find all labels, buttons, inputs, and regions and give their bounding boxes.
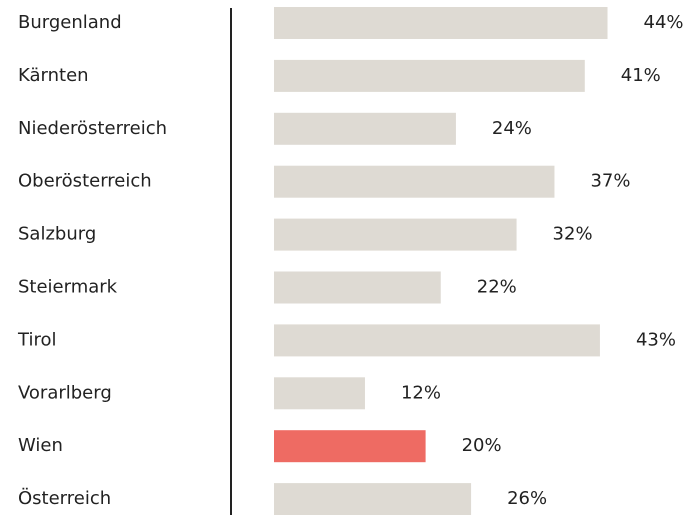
category-label: Kärnten: [18, 65, 89, 86]
bar: [274, 165, 555, 198]
value-label: 43%: [636, 329, 676, 350]
value-label: 12%: [401, 382, 441, 403]
value-label: 20%: [462, 435, 502, 456]
category-label: Österreich: [18, 487, 111, 509]
category-label: Niederösterreich: [18, 118, 167, 139]
value-label: 32%: [553, 224, 593, 245]
bar: [274, 218, 517, 251]
category-label: Steiermark: [18, 277, 118, 298]
bar: [274, 430, 426, 463]
bar: [274, 377, 365, 410]
value-label: 22%: [477, 277, 517, 298]
value-label: 26%: [507, 488, 547, 509]
value-label: 37%: [590, 171, 630, 192]
bar: [274, 324, 600, 357]
category-label: Salzburg: [18, 224, 96, 245]
category-label: Tirol: [17, 329, 56, 350]
bar: [274, 271, 441, 304]
category-label: Oberösterreich: [18, 171, 152, 192]
category-label: Vorarlberg: [18, 382, 112, 403]
bar: [274, 7, 608, 39]
bar: [274, 112, 456, 145]
bar: [274, 483, 472, 515]
bar: [274, 59, 585, 92]
value-label: 44%: [644, 12, 684, 33]
category-label: Burgenland: [18, 12, 122, 33]
value-label: 24%: [492, 118, 532, 139]
category-label: Wien: [18, 435, 63, 456]
value-label: 41%: [621, 65, 661, 86]
